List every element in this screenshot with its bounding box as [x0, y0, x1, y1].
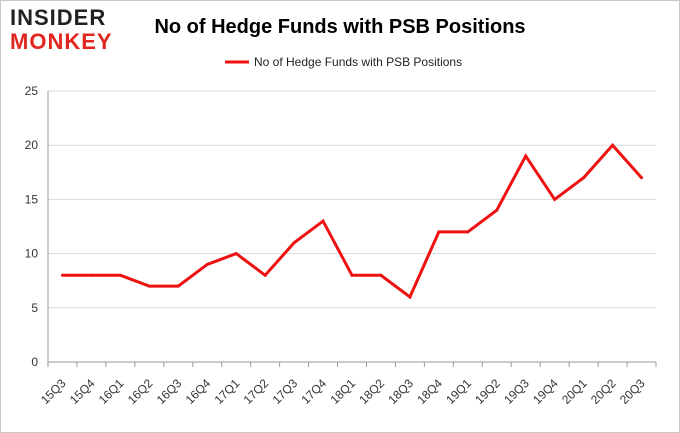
data-point: [437, 230, 441, 234]
legend: No of Hedge Funds with PSB Positions: [225, 55, 462, 69]
data-point: [89, 273, 93, 277]
data-point: [553, 197, 557, 201]
y-tick-label: 5: [31, 301, 38, 315]
logo-line-1: INSIDER: [10, 5, 107, 30]
data-point: [205, 262, 209, 266]
x-tick-label: 19Q4: [530, 376, 561, 407]
x-tick-label: 15Q3: [38, 376, 69, 407]
x-tick-label: 16Q4: [183, 376, 214, 407]
y-tick-labels: 0 5 10 15 20 25: [25, 84, 39, 369]
logo-line-2: MONKEY: [10, 29, 113, 54]
x-tick-label: 20Q2: [588, 376, 619, 407]
x-tick-label: 17Q3: [270, 376, 301, 407]
x-tick-label: 20Q3: [617, 376, 648, 407]
x-tick-label: 15Q4: [67, 376, 98, 407]
x-tick-label: 19Q3: [501, 376, 532, 407]
grid-lines: [47, 90, 656, 363]
x-tick-label: 20Q1: [559, 376, 590, 407]
x-tick-label: 18Q1: [327, 376, 358, 407]
data-point: [350, 273, 354, 277]
data-point: [234, 252, 238, 256]
data-point: [495, 208, 499, 212]
data-point: [60, 273, 64, 277]
y-tick-label: 10: [25, 247, 39, 261]
data-point: [176, 284, 180, 288]
y-tick-label: 0: [31, 355, 38, 369]
data-point: [321, 219, 325, 223]
legend-label: No of Hedge Funds with PSB Positions: [254, 55, 462, 69]
x-tick-label: 16Q1: [96, 376, 127, 407]
x-tick-label: 18Q2: [356, 376, 387, 407]
data-point: [524, 154, 528, 158]
data-point: [147, 284, 151, 288]
data-point: [379, 273, 383, 277]
x-tick-label: 17Q2: [241, 376, 272, 407]
x-tick-label: 17Q1: [212, 376, 243, 407]
data-point: [611, 143, 615, 147]
x-tick-labels: 15Q315Q416Q116Q216Q316Q417Q117Q217Q317Q4…: [38, 362, 657, 407]
y-tick-label: 15: [25, 192, 39, 206]
y-tick-label: 20: [25, 138, 39, 152]
x-tick-label: 16Q2: [125, 376, 156, 407]
data-point: [582, 176, 586, 180]
x-tick-label: 18Q3: [385, 376, 416, 407]
x-tick-label: 16Q3: [154, 376, 185, 407]
y-tick-label: 25: [25, 84, 39, 98]
insider-monkey-logo: INSIDER MONKEY: [10, 6, 130, 56]
x-tick-label: 18Q4: [414, 376, 445, 407]
data-point: [263, 273, 267, 277]
data-point: [466, 230, 470, 234]
data-point: [408, 295, 412, 299]
data-point: [118, 273, 122, 277]
data-point: [292, 241, 296, 245]
x-tick-label: 19Q1: [443, 376, 474, 407]
x-tick-label: 17Q4: [299, 376, 330, 407]
x-tick-label: 19Q2: [472, 376, 503, 407]
series-group: [60, 142, 644, 300]
data-point: [640, 176, 644, 180]
chart-title: No of Hedge Funds with PSB Positions: [154, 16, 526, 38]
